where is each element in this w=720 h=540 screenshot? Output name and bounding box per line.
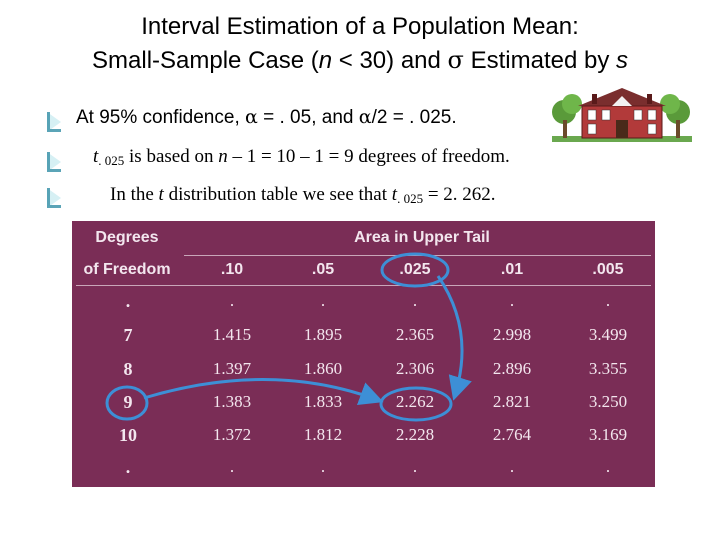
table-cell: 1.895 [303, 325, 343, 344]
t-distribution-table: Degrees of Freedom Area in Upper Tail .1… [72, 221, 655, 487]
bullet-text-degrees-of-freedom: t. 025 is based on n – 1 = 10 – 1 = 9 de… [93, 146, 510, 168]
column-header: .05 [311, 261, 335, 278]
table-cell: 1.812 [303, 425, 343, 444]
df-cell: . [125, 291, 131, 311]
header-area-upper-tail: Area in Upper Tail [354, 229, 490, 246]
column-header: .025 [399, 261, 431, 278]
table-cell: 1.860 [303, 359, 343, 378]
table-cell: 2.262 [395, 392, 435, 411]
table-cell: 1.833 [303, 392, 343, 411]
table-cell: . [412, 457, 418, 476]
bullet-arrow-icon [47, 188, 61, 208]
slide-title-line1: Interval Estimation of a Population Mean… [141, 13, 579, 40]
column-header: .01 [500, 261, 524, 278]
table-cell: 2.998 [492, 325, 532, 344]
table-cell: . [229, 291, 235, 310]
header-divider [184, 255, 651, 256]
table-cell: 3.169 [588, 425, 628, 444]
table-cell: . [412, 291, 418, 310]
table-cell: 3.355 [588, 359, 628, 378]
table-cell: . [605, 457, 611, 476]
df-cell: 10 [119, 425, 137, 445]
table-cell: . [320, 457, 326, 476]
table-cell: 3.250 [588, 392, 628, 411]
bullet-arrow-icon [47, 112, 61, 132]
table-cell: 2.306 [395, 359, 435, 378]
table-cell: 2.365 [395, 325, 435, 344]
table-cell: . [605, 291, 611, 310]
table-cell: 2.228 [395, 425, 435, 444]
table-cell: 1.372 [212, 425, 252, 444]
table-cell: 2.896 [492, 359, 532, 378]
slide-title-line2: Small-Sample Case (n < 30) and σ Estimat… [92, 46, 628, 74]
house-clipart-icon [552, 88, 692, 142]
table-cell: . [320, 291, 326, 310]
table-cell: 1.397 [212, 359, 252, 378]
table-cell: 1.415 [212, 325, 252, 344]
df-cell: 9 [123, 392, 133, 412]
sigma-symbol: σ [447, 46, 464, 74]
header-of-freedom: of Freedom [83, 261, 171, 278]
bullet-text-table-lookup: In the t distribution table we see that … [110, 184, 496, 206]
table-cell: 3.499 [588, 325, 628, 344]
column-header: .005 [592, 261, 624, 278]
header-degrees: Degrees [95, 229, 159, 246]
table-cell: 2.764 [492, 425, 532, 444]
bullet-arrow-icon [47, 152, 61, 172]
table-cell: . [509, 457, 515, 476]
table-cell: 1.383 [212, 392, 252, 411]
column-header: .10 [220, 261, 244, 278]
df-cell: . [125, 457, 131, 477]
df-cell: 7 [123, 325, 133, 345]
table-cell: . [229, 457, 235, 476]
table-cell: . [509, 291, 515, 310]
table-cell: 2.821 [492, 392, 532, 411]
header-divider [76, 285, 651, 286]
bullet-text-confidence: At 95% confidence, α = . 05, and α/2 = .… [76, 106, 457, 128]
df-cell: 8 [123, 359, 133, 379]
